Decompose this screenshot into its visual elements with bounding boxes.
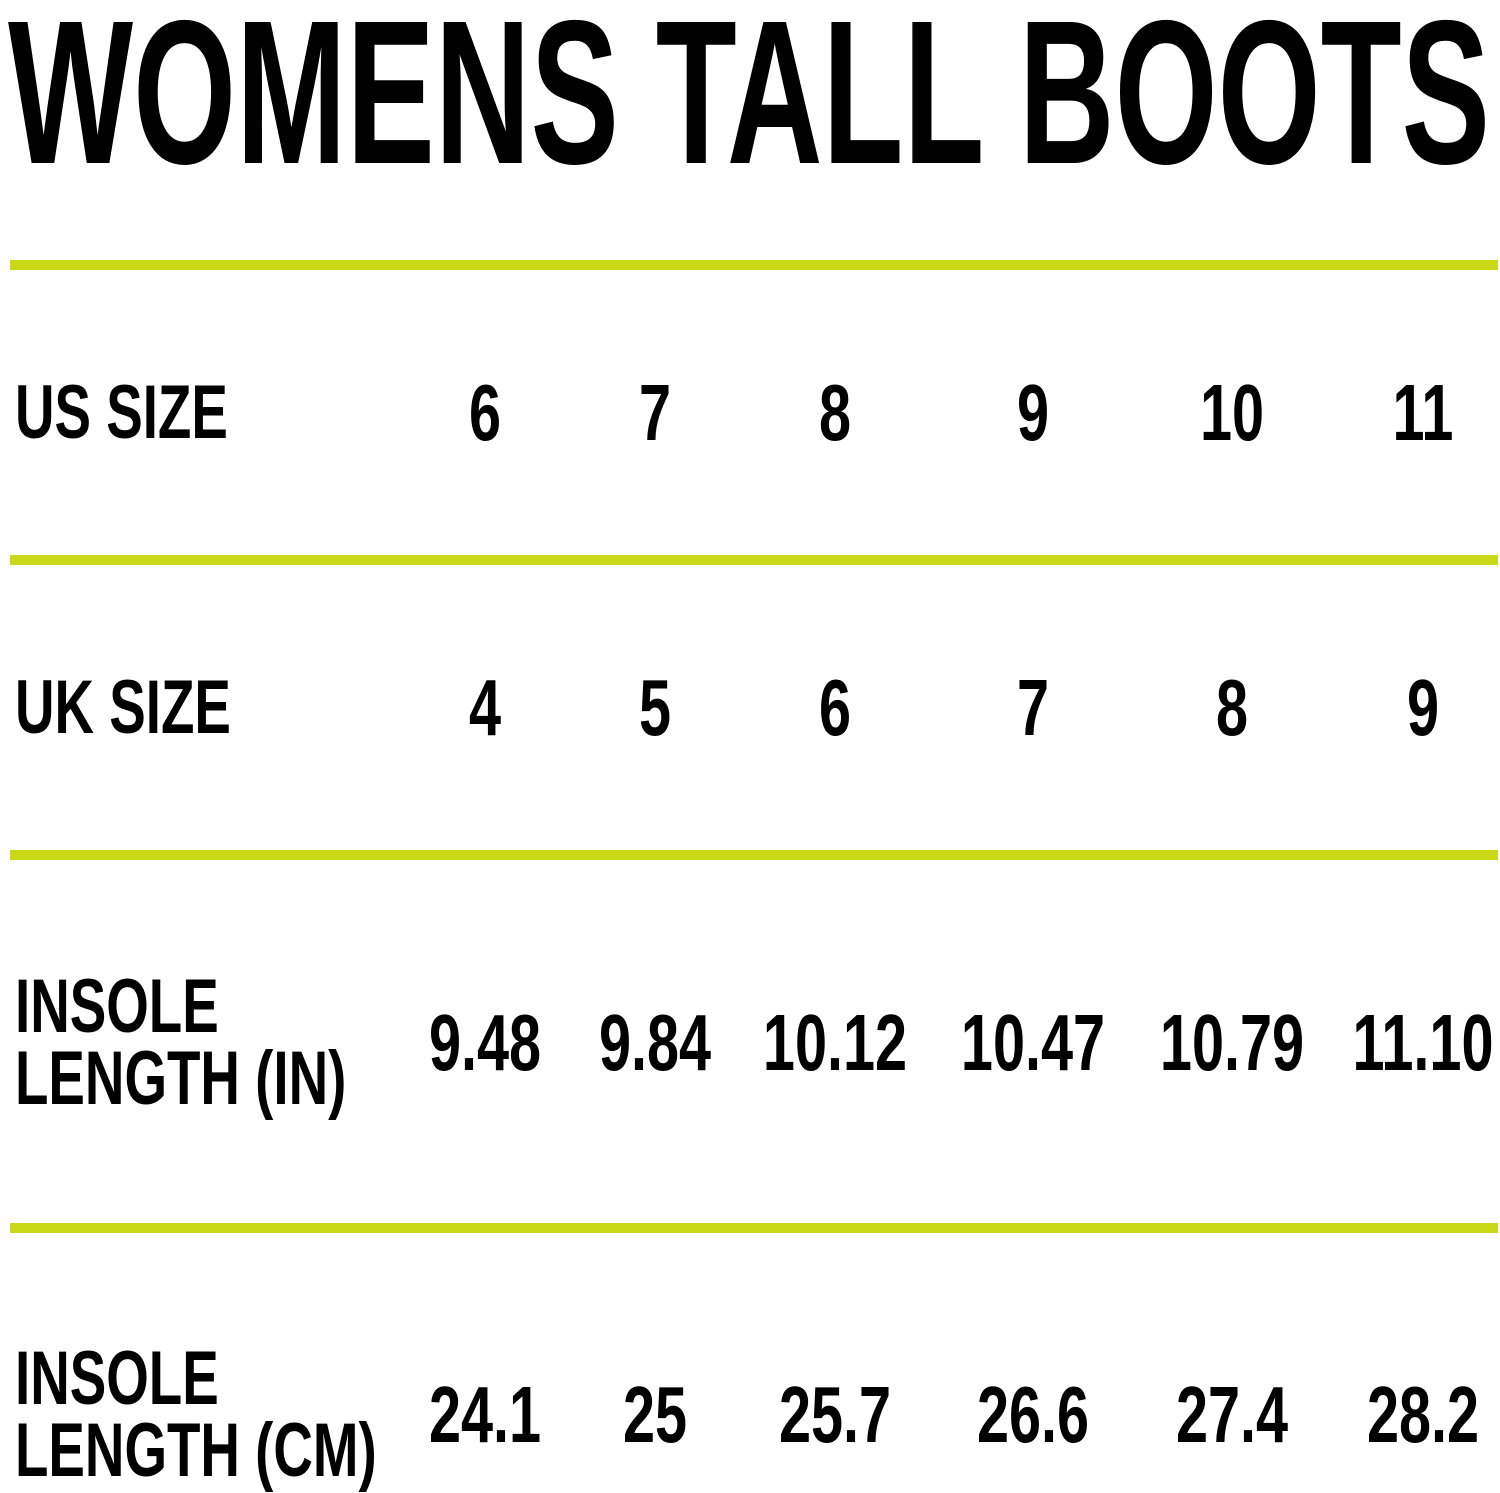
- row-label-insole-length-in: INSOLE: [15, 964, 219, 1049]
- cell-value: 8: [818, 368, 852, 457]
- cell-value: 4: [468, 663, 502, 752]
- cell-value: 7: [638, 368, 672, 457]
- cell-value: 10.79: [1159, 998, 1305, 1087]
- cell-value: 24.1: [428, 1370, 542, 1459]
- cell-value: 7: [1016, 663, 1050, 752]
- row-label-insole-length-cm: LENGTH (CM): [15, 1408, 377, 1493]
- cell-value: 11.10: [1352, 998, 1494, 1087]
- row-label-us-size: US SIZE: [15, 370, 228, 455]
- cell-value: 10.47: [960, 998, 1106, 1087]
- divider: [10, 260, 1498, 270]
- cell-value: 6: [818, 663, 852, 752]
- cell-value: 25: [622, 1370, 688, 1459]
- row-label-insole-length-cm: INSOLE: [15, 1336, 219, 1421]
- cell-value: 5: [638, 663, 672, 752]
- title-text: WOMENS TALL BOOTS: [8, 0, 1490, 175]
- cell-value: 11: [1392, 368, 1454, 457]
- cell-value: 25.7: [778, 1370, 892, 1459]
- cell-value: 9.84: [598, 998, 712, 1087]
- row-label-insole-length-in: LENGTH (IN): [15, 1036, 347, 1121]
- cell-value: 10: [1199, 368, 1265, 457]
- cell-value: 8: [1215, 663, 1249, 752]
- divider: [10, 555, 1498, 565]
- cell-value: 9: [1406, 663, 1440, 752]
- cell-value: 26.6: [976, 1370, 1090, 1459]
- cell-value: 10.12: [762, 998, 908, 1087]
- cell-value: 6: [468, 368, 502, 457]
- cell-value: 27.4: [1175, 1370, 1289, 1459]
- row-label-uk-size: UK SIZE: [15, 665, 231, 750]
- cell-value: 28.2: [1366, 1370, 1480, 1459]
- divider: [10, 1223, 1498, 1233]
- cell-value: 9: [1016, 368, 1050, 457]
- divider: [10, 850, 1498, 860]
- cell-value: 9.48: [428, 998, 542, 1087]
- page-title: WOMENS TALL BOOTS: [8, 0, 1493, 207]
